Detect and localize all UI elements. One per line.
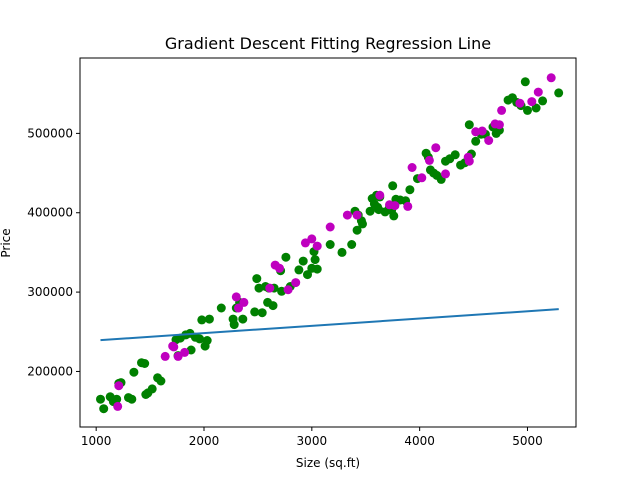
data-point	[113, 401, 123, 411]
x-tick-label: 1000	[81, 434, 112, 448]
data-point	[523, 105, 532, 115]
data-point	[250, 307, 260, 317]
axes-frame	[79, 57, 577, 428]
data-point	[431, 143, 441, 153]
data-point	[424, 155, 434, 165]
data-point	[471, 136, 481, 146]
data-point	[390, 201, 400, 211]
data-point	[99, 404, 109, 414]
y-tick-label: 400000	[27, 206, 73, 220]
series-2	[113, 73, 556, 411]
data-point	[310, 255, 320, 265]
data-point	[216, 303, 226, 313]
data-point	[337, 247, 347, 257]
data-point	[347, 240, 357, 249]
data-point	[352, 210, 362, 220]
data-point	[405, 185, 415, 195]
data-point	[300, 238, 310, 248]
data-point	[129, 367, 139, 377]
data-point	[204, 314, 214, 324]
y-tick-label: 200000	[27, 364, 73, 378]
data-point	[298, 256, 308, 266]
data-point	[195, 334, 205, 344]
x-tick-label: 2000	[189, 434, 220, 448]
data-point	[325, 222, 335, 232]
x-tick-label: 5000	[512, 434, 543, 448]
data-point	[464, 156, 474, 166]
data-point	[342, 210, 352, 220]
data-point	[281, 252, 291, 262]
data-point	[494, 120, 504, 130]
data-point	[238, 314, 248, 324]
data-point	[515, 98, 525, 108]
y-tick-label: 500000	[27, 126, 73, 140]
data-point	[229, 320, 239, 330]
data-point	[202, 336, 212, 345]
data-point	[173, 351, 183, 361]
data-point	[365, 206, 375, 216]
x-axis-label: Size (sq.ft)	[296, 456, 360, 470]
data-point	[450, 150, 460, 160]
data-point	[358, 219, 367, 229]
data-point	[180, 347, 190, 357]
data-point	[112, 394, 122, 404]
data-point	[156, 376, 166, 386]
data-point	[291, 278, 301, 288]
x-tick-label: 4000	[404, 434, 435, 448]
data-point	[312, 241, 322, 251]
data-point	[96, 394, 105, 404]
data-point	[197, 315, 207, 325]
data-point	[312, 264, 322, 274]
data-point	[520, 77, 530, 87]
data-point	[283, 285, 293, 295]
data-point	[546, 73, 556, 83]
data-point	[477, 126, 487, 136]
data-point	[325, 240, 335, 249]
data-point	[234, 303, 243, 313]
data-point	[352, 225, 362, 235]
data-point	[388, 181, 398, 191]
regression-line	[100, 308, 559, 342]
data-point	[307, 234, 317, 244]
data-point	[484, 136, 494, 145]
data-point	[375, 190, 385, 200]
data-point	[252, 274, 262, 284]
data-point	[114, 381, 124, 391]
data-point	[268, 301, 278, 311]
data-point	[389, 211, 399, 221]
data-point	[538, 96, 548, 106]
data-point	[231, 292, 241, 302]
x-tick-label: 3000	[297, 434, 328, 448]
data-point	[275, 263, 284, 273]
data-point	[294, 265, 304, 275]
data-point	[239, 297, 249, 307]
y-axis: 200000 300000 400000 500000	[27, 126, 80, 378]
data-point	[265, 283, 275, 293]
data-point	[497, 105, 507, 115]
data-point	[403, 201, 413, 211]
data-point	[140, 359, 150, 368]
data-point	[303, 270, 312, 280]
data-point	[257, 308, 267, 318]
data-point	[147, 384, 157, 394]
data-point	[417, 173, 427, 183]
plot-area	[96, 73, 564, 414]
data-point	[533, 87, 543, 97]
data-point	[527, 97, 537, 107]
x-axis: 1000 2000 3000 4000 5000	[81, 427, 543, 448]
y-axis-label: Price	[0, 228, 13, 257]
data-point	[407, 163, 417, 172]
chart-title: Gradient Descent Fitting Regression Line	[165, 34, 491, 53]
data-point	[441, 169, 450, 179]
data-point	[127, 394, 137, 404]
data-point	[169, 342, 179, 352]
data-point	[531, 103, 541, 113]
data-point	[160, 351, 170, 361]
data-point	[554, 88, 564, 98]
y-tick-label: 300000	[27, 285, 73, 299]
data-point	[464, 120, 474, 130]
